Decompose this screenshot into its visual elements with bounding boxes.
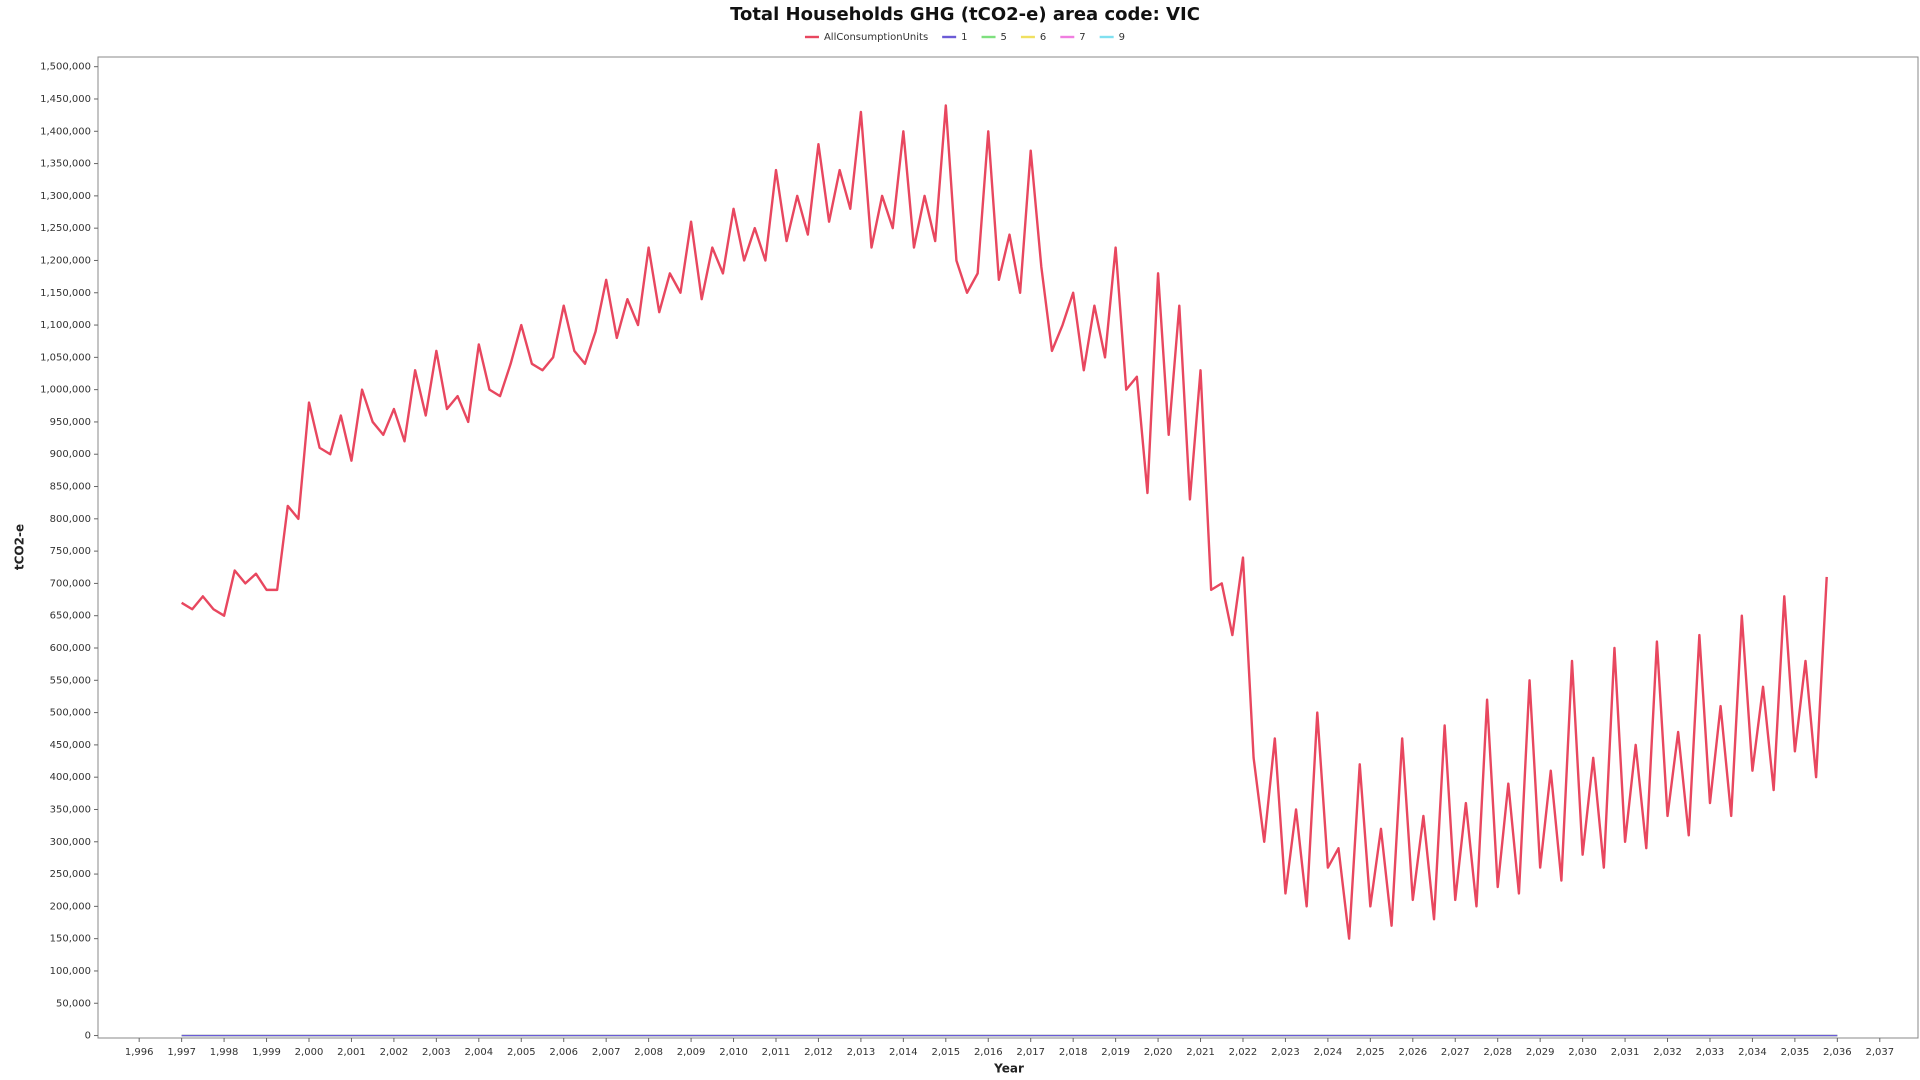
x-tick-label: 2,005 bbox=[507, 1047, 536, 1058]
y-axis-label: tCO2-e bbox=[13, 524, 27, 570]
y-tick-label: 850,000 bbox=[50, 482, 91, 493]
y-tick-label: 150,000 bbox=[50, 934, 91, 945]
y-tick-label: 1,400,000 bbox=[40, 126, 91, 137]
legend-item: 7 bbox=[1060, 32, 1086, 43]
x-tick-label: 2,015 bbox=[931, 1047, 960, 1058]
x-tick-label: 2,031 bbox=[1611, 1047, 1640, 1058]
y-tick-label: 750,000 bbox=[50, 546, 91, 557]
legend-item: 5 bbox=[981, 32, 1007, 43]
y-tick-label: 0 bbox=[85, 1031, 91, 1042]
x-tick-label: 2,018 bbox=[1059, 1047, 1088, 1058]
y-tick-label: 1,050,000 bbox=[40, 352, 91, 363]
x-tick-label: 2,001 bbox=[337, 1047, 366, 1058]
x-tick-label: 1,997 bbox=[167, 1047, 196, 1058]
y-tick-label: 600,000 bbox=[50, 643, 91, 654]
legend-item: 1 bbox=[942, 32, 968, 43]
legend-label: 5 bbox=[1001, 32, 1007, 43]
y-tick-label: 1,000,000 bbox=[40, 385, 91, 396]
y-tick-label: 700,000 bbox=[50, 578, 91, 589]
x-tick-label: 2,019 bbox=[1101, 1047, 1130, 1058]
legend: AllConsumptionUnits 1 5 6 7 9 bbox=[804, 32, 1125, 43]
chart-title: Total Households GHG (tCO2-e) area code:… bbox=[730, 4, 1200, 25]
legend-label: 9 bbox=[1119, 32, 1125, 43]
x-tick-label: 2,025 bbox=[1356, 1047, 1385, 1058]
x-tick-label: 2,010 bbox=[719, 1047, 748, 1058]
legend-label: 6 bbox=[1040, 32, 1046, 43]
x-tick-label: 2,014 bbox=[889, 1047, 918, 1058]
y-tick-label: 300,000 bbox=[50, 837, 91, 848]
y-tick-label: 800,000 bbox=[50, 514, 91, 525]
y-tick-label: 100,000 bbox=[50, 966, 91, 977]
x-tick-label: 2,021 bbox=[1186, 1047, 1215, 1058]
x-tick-label: 2,036 bbox=[1823, 1047, 1852, 1058]
x-tick-label: 2,003 bbox=[422, 1047, 451, 1058]
x-tick-label: 2,007 bbox=[592, 1047, 621, 1058]
y-tick-label: 50,000 bbox=[56, 998, 91, 1009]
legend-label: 1 bbox=[961, 32, 967, 43]
x-tick-label: 2,020 bbox=[1144, 1047, 1173, 1058]
x-tick-label: 2,026 bbox=[1398, 1047, 1427, 1058]
y-tick-label: 1,450,000 bbox=[40, 94, 91, 105]
y-tick-label: 900,000 bbox=[50, 449, 91, 460]
y-tick-label: 950,000 bbox=[50, 417, 91, 428]
x-axis-label: Year bbox=[993, 1062, 1024, 1076]
y-tick-label: 200,000 bbox=[50, 901, 91, 912]
y-tick-label: 1,500,000 bbox=[40, 62, 91, 73]
series-line bbox=[181, 104, 1828, 940]
x-tick-label: 2,004 bbox=[464, 1047, 493, 1058]
y-tick-label: 1,200,000 bbox=[40, 255, 91, 266]
y-tick-label: 1,100,000 bbox=[40, 320, 91, 331]
x-tick-label: 2,012 bbox=[804, 1047, 833, 1058]
x-tick-label: 2,006 bbox=[549, 1047, 578, 1058]
x-tick-label: 2,037 bbox=[1865, 1047, 1894, 1058]
x-tick-label: 1,996 bbox=[125, 1047, 154, 1058]
legend-label: 7 bbox=[1079, 32, 1085, 43]
y-tick-label: 250,000 bbox=[50, 869, 91, 880]
x-tick-label: 2,017 bbox=[1016, 1047, 1045, 1058]
y-tick-label: 500,000 bbox=[50, 708, 91, 719]
x-tick-label: 2,022 bbox=[1229, 1047, 1258, 1058]
plot-frame bbox=[97, 56, 1919, 1039]
x-tick-label: 2,009 bbox=[677, 1047, 706, 1058]
legend-item: 9 bbox=[1099, 32, 1125, 43]
x-tick-label: 2,008 bbox=[634, 1047, 663, 1058]
x-tick-label: 2,024 bbox=[1314, 1047, 1343, 1058]
x-tick-label: 2,035 bbox=[1781, 1047, 1810, 1058]
x-tick-label: 2,027 bbox=[1441, 1047, 1470, 1058]
y-tick-label: 400,000 bbox=[50, 772, 91, 783]
x-tick-label: 2,013 bbox=[847, 1047, 876, 1058]
y-tick-label: 350,000 bbox=[50, 804, 91, 815]
x-tick-label: 2,002 bbox=[380, 1047, 409, 1058]
y-tick-label: 450,000 bbox=[50, 740, 91, 751]
x-tick-label: 2,032 bbox=[1653, 1047, 1682, 1058]
y-tick-label: 650,000 bbox=[50, 611, 91, 622]
x-tick-label: 2,034 bbox=[1738, 1047, 1767, 1058]
legend-label: AllConsumptionUnits bbox=[824, 32, 928, 43]
x-tick-label: 1,998 bbox=[210, 1047, 239, 1058]
y-tick-label: 1,350,000 bbox=[40, 159, 91, 170]
y-tick-label: 550,000 bbox=[50, 675, 91, 686]
x-tick-label: 2,000 bbox=[295, 1047, 324, 1058]
x-tick-label: 2,033 bbox=[1696, 1047, 1725, 1058]
x-tick-label: 2,029 bbox=[1526, 1047, 1555, 1058]
x-tick-label: 2,016 bbox=[974, 1047, 1003, 1058]
x-tick-label: 1,999 bbox=[252, 1047, 281, 1058]
legend-item: 6 bbox=[1020, 32, 1046, 43]
y-tick-label: 1,150,000 bbox=[40, 288, 91, 299]
x-tick-label: 2,030 bbox=[1568, 1047, 1597, 1058]
x-tick-label: 2,028 bbox=[1483, 1047, 1512, 1058]
legend-item: AllConsumptionUnits bbox=[804, 32, 928, 43]
y-tick-label: 1,250,000 bbox=[40, 223, 91, 234]
x-tick-label: 2,011 bbox=[762, 1047, 791, 1058]
x-tick-label: 2,023 bbox=[1271, 1047, 1300, 1058]
y-tick-label: 1,300,000 bbox=[40, 191, 91, 202]
